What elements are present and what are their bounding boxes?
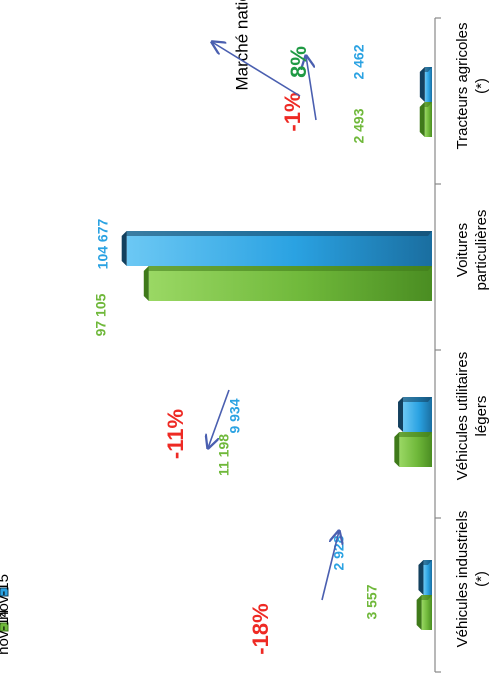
change-label: -1% [280, 92, 305, 131]
bar-edge [419, 67, 432, 72]
category-label: Tracteurs agricoles [454, 23, 471, 150]
category-axis [434, 17, 441, 673]
change-label: -18% [248, 603, 273, 654]
value-label-nov-14: 11 198 [216, 434, 232, 476]
value-label-nov-14: 2 493 [351, 108, 367, 143]
labels-layer: Véhicules industriels (*)Véhicules utilit… [0, 0, 490, 655]
bar-edge [394, 432, 432, 437]
bar-cap [419, 102, 425, 137]
bar-nov-15-2 [121, 231, 433, 266]
bar-edge [121, 231, 433, 236]
bar-cap [143, 266, 149, 301]
bar-body [126, 231, 433, 266]
bar-cap [418, 560, 424, 595]
trend-arrow [208, 389, 230, 448]
bar-edge [418, 560, 432, 565]
bar-edge [143, 266, 432, 271]
legend-label: nov-15 [0, 574, 12, 620]
legend-swatch [0, 622, 9, 632]
category-label: Véhicules utilitaires [454, 352, 471, 480]
value-label-nov-14: 3 557 [364, 584, 380, 619]
value-label-nov-15: 104 677 [95, 218, 111, 269]
category-label: (*) [473, 78, 490, 94]
bar-body [423, 560, 432, 595]
bar-nov-14-3 [419, 102, 432, 137]
bar-nov-14-2 [143, 266, 432, 301]
bar-edge [419, 102, 432, 107]
bar-body [424, 67, 432, 102]
bar-body [421, 595, 432, 630]
bar-cap [394, 432, 400, 467]
value-label-nov-15: 9 934 [227, 398, 243, 433]
trend-arrow [212, 42, 301, 97]
trend-arrow [321, 531, 339, 601]
bars-layer [121, 67, 433, 630]
bar-edge [398, 397, 432, 402]
category-label: Véhicules industriels [454, 511, 471, 648]
category-label: Voitures [454, 223, 471, 277]
value-label-nov-15: 2 462 [351, 44, 367, 79]
bar-nov-15-1 [398, 397, 432, 432]
bar-cap [398, 397, 404, 432]
trend-arrow [306, 56, 317, 121]
bar-body [403, 397, 432, 432]
bar-cap [416, 595, 422, 630]
category-label: légers [473, 396, 490, 437]
legend-label: nov-14 [0, 609, 12, 655]
bar-nov-14-0 [416, 595, 432, 630]
change-label: -11% [163, 409, 188, 459]
total-change: 8% [286, 46, 311, 78]
bar-nov-15-0 [418, 560, 432, 595]
chart-title: Marché national [232, 0, 251, 90]
bar-nov-15-3 [419, 67, 432, 102]
bar-body [399, 432, 432, 467]
bar-body [148, 266, 432, 301]
bar-nov-14-1 [394, 432, 432, 467]
value-label-nov-14: 97 105 [93, 293, 109, 336]
category-label: (*) [473, 571, 490, 587]
bar-cap [419, 67, 425, 102]
bar-body [424, 102, 432, 137]
bar-edge [416, 595, 432, 600]
category-label: particulières [473, 210, 490, 291]
legend-swatch [0, 587, 9, 597]
bar-cap [121, 231, 127, 266]
